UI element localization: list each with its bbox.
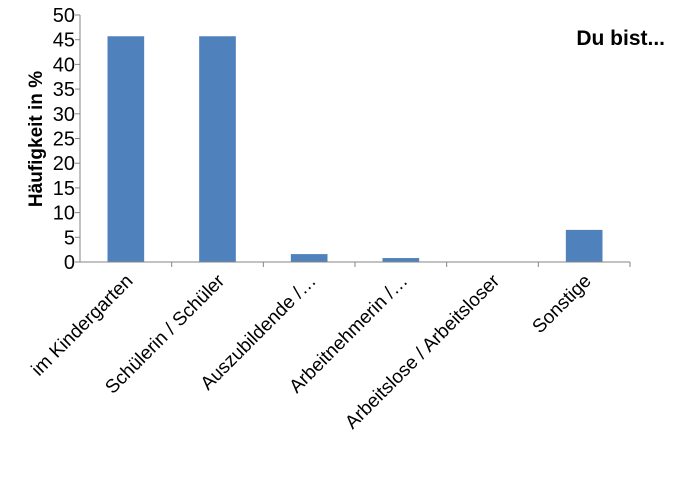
y-tick-label: 20 (53, 153, 75, 175)
bar (107, 36, 145, 262)
bar (290, 254, 328, 262)
y-tick-label: 25 (53, 129, 75, 151)
y-tick-label: 0 (64, 252, 75, 274)
bar (199, 36, 236, 262)
y-tick-label: 35 (53, 79, 75, 101)
y-tick-label: 40 (53, 54, 75, 76)
x-category-label: Sonstige (529, 271, 596, 338)
y-tick-label: 50 (53, 5, 75, 27)
chart-title: Du bist... (576, 27, 665, 50)
y-axis-label: Häufigkeit in % (26, 71, 47, 207)
bar (565, 229, 603, 262)
y-tick-label: 45 (53, 30, 75, 52)
y-tick-label: 30 (53, 104, 75, 126)
y-tick-label: 15 (53, 178, 75, 200)
bar (382, 258, 420, 262)
bars-group (107, 36, 603, 262)
y-tick-label: 10 (53, 203, 75, 225)
y-tick-label: 5 (64, 227, 75, 249)
x-category-label: Arbeitslose / Arbeitsloser (341, 270, 504, 433)
